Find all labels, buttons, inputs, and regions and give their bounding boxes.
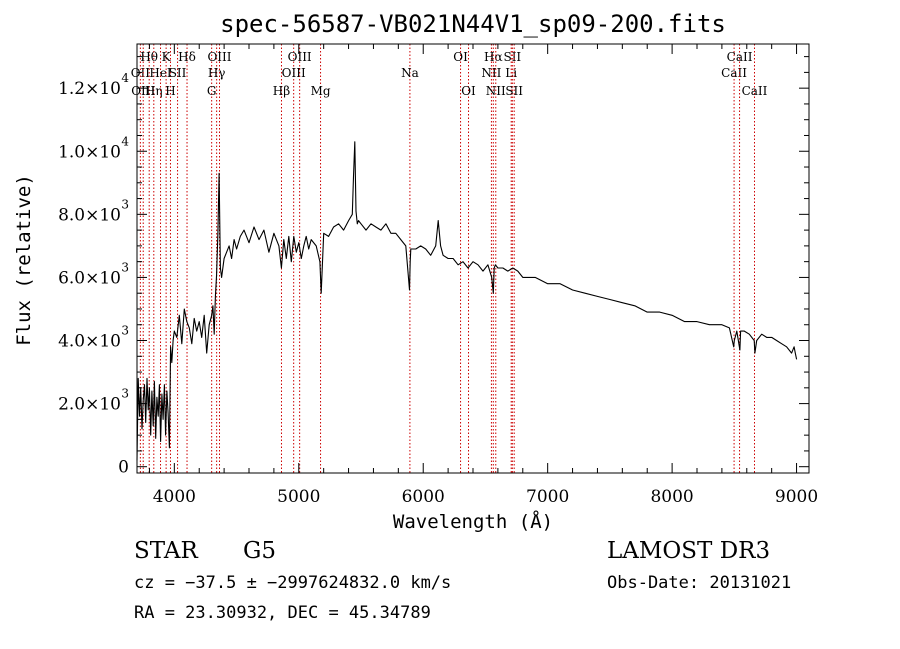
line-marker-label-5: K xyxy=(162,50,172,64)
y-tick-label-4: 8.0×10 xyxy=(58,205,121,225)
line-marker-label-12: Hβ xyxy=(273,84,290,98)
line-marker-label-16: Na xyxy=(401,66,419,80)
line-marker-label-7: SII xyxy=(169,66,187,80)
line-marker-label-19: NII xyxy=(481,66,501,80)
y-axis-label: Flux (relative) xyxy=(13,174,35,346)
line-marker-label-17: OI xyxy=(453,50,468,64)
line-marker-label-3: Hη xyxy=(145,84,163,98)
y-tick-exp-6: 4 xyxy=(121,71,129,85)
y-tick-exp-3: 3 xyxy=(121,260,129,274)
line-marker-label-27: CaII xyxy=(742,84,768,98)
line-marker-label-25: CaII xyxy=(721,66,747,80)
y-tick-label-5: 1.0×10 xyxy=(58,142,121,162)
spectral-subclass: G5 xyxy=(243,538,277,564)
y-tick-label-1: 2.0×10 xyxy=(58,395,121,415)
x-tick-label-1: 5000 xyxy=(277,487,320,507)
y-tick-label-2: 4.0×10 xyxy=(58,332,121,352)
obs-date: Obs-Date: 20131021 xyxy=(607,573,792,593)
line-marker-label-0: OII xyxy=(131,66,151,80)
plot-frame xyxy=(136,43,810,474)
line-marker-label-11: OIII xyxy=(207,50,231,64)
x-axis: 4000 5000 6000 7000 8000 9000 xyxy=(148,44,818,507)
line-marker-label-10: Hγ xyxy=(208,66,226,80)
spectrum-series xyxy=(136,141,798,461)
line-marker-label-13: OIII xyxy=(282,66,306,80)
line-marker-label-15: Mg xyxy=(311,84,331,98)
line-marker-label-14: OIII xyxy=(288,50,312,64)
line-marker-label-2: Hθ xyxy=(140,50,158,64)
redshift-readout: cz = −37.5 ± −2997624832.0 km/s xyxy=(134,573,452,593)
y-tick-label-6: 1.2×10 xyxy=(58,79,121,99)
x-tick-label-4: 8000 xyxy=(650,487,693,507)
y-tick-exp-4: 3 xyxy=(121,197,129,211)
x-tick-label-2: 6000 xyxy=(402,487,445,507)
line-marker-label-9: G xyxy=(207,84,217,98)
y-axis: 032.0×1034.0×1036.0×1038.0×1041.0×1041.2… xyxy=(58,56,809,478)
y-tick-label-0: 0 xyxy=(118,458,129,478)
line-marker-label-20: Hα xyxy=(484,50,503,64)
object-class: STAR xyxy=(134,538,198,564)
line-marker-label-24: SII xyxy=(505,84,523,98)
chart-title: spec-56587-VB021N44V1_sp09-200.fits xyxy=(220,10,726,38)
spectrum-line xyxy=(136,141,798,461)
line-markers: OIIOIIIHθHηHeIKHSIIHδGHγOIIIHβOIIIOIIIMg… xyxy=(131,44,768,473)
line-marker-label-22: Li xyxy=(505,66,517,80)
x-tick-label-0: 4000 xyxy=(153,487,196,507)
y-tick-exp-2: 3 xyxy=(121,324,129,338)
coordinates: RA = 23.30932, DEC = 45.34789 xyxy=(134,603,431,623)
survey-label: LAMOST DR3 xyxy=(607,538,771,564)
x-tick-label-5: 9000 xyxy=(775,487,818,507)
x-axis-label: Wavelength (Å) xyxy=(393,510,553,533)
line-marker-label-8: Hδ xyxy=(178,50,196,64)
line-marker-label-23: SII xyxy=(503,50,521,64)
y-tick-exp-1: 3 xyxy=(121,387,129,401)
line-marker-label-6: H xyxy=(165,84,175,98)
line-marker-label-18: OI xyxy=(461,84,476,98)
x-tick-label-3: 7000 xyxy=(526,487,569,507)
y-tick-label-3: 6.0×10 xyxy=(58,268,121,288)
line-marker-label-21: NII xyxy=(486,84,506,98)
line-marker-label-26: CaII xyxy=(727,50,753,64)
y-tick-exp-5: 4 xyxy=(121,134,129,148)
